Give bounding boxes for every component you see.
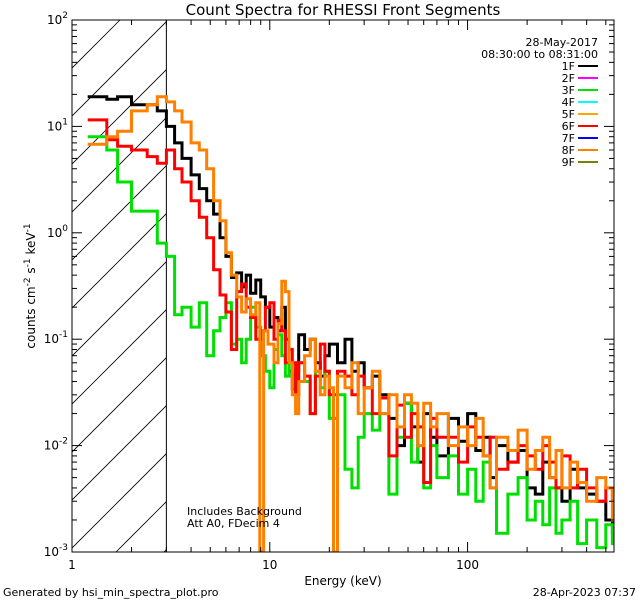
series-8F <box>87 95 614 552</box>
time-range-label: 08:30:00 to 08:31:00 <box>481 48 598 61</box>
hatch-line <box>72 453 167 549</box>
hatch-line <box>72 405 167 501</box>
legend-label-4F: 4F <box>562 96 575 109</box>
legend-label-1F: 1F <box>562 60 575 73</box>
hatch-line <box>72 69 167 165</box>
legend-label-2F: 2F <box>562 72 575 85</box>
x-tick-label: 10 <box>262 558 277 572</box>
hatch-line <box>72 261 167 357</box>
legend-label-8F: 8F <box>562 144 575 157</box>
y-tick-label: 10-3 <box>44 543 68 559</box>
series-3F <box>87 135 614 550</box>
y-tick-label: 10-1 <box>44 330 68 346</box>
y-axis-label-base: counts cm <box>24 286 38 348</box>
hatch-line <box>72 213 167 309</box>
hatch-line <box>72 20 121 69</box>
y-axis-ticks: 10-3 10-2 10-1 100 101 102 <box>44 11 614 559</box>
series-6F <box>87 118 614 503</box>
spectra-series-group <box>87 95 614 552</box>
hatch-line <box>72 20 73 21</box>
y-axis-label-mid: s <box>24 267 38 277</box>
hatch-line <box>72 21 167 117</box>
legend-label-6F: 6F <box>562 120 575 133</box>
annotation-background: Includes Background <box>187 505 302 518</box>
y-tick-label: 102 <box>47 11 68 27</box>
x-axis-ticks: 1 10 100 <box>68 20 607 572</box>
footer-generated-by: Generated by hsi_min_spectra_plot.pro <box>3 586 219 599</box>
legend-label-5F: 5F <box>562 108 575 121</box>
legend-label-3F: 3F <box>562 84 575 97</box>
y-axis-label-exp3: -1 <box>23 223 33 232</box>
y-axis-label-exp1: -2 <box>23 277 33 286</box>
y-tick-label: 100 <box>47 224 68 240</box>
y-axis-label-end: keV <box>24 232 38 259</box>
y-axis-label-exp2: -1 <box>23 258 33 267</box>
excluded-energy-hatch <box>72 20 167 552</box>
date-label: 28-May-2017 <box>526 36 598 49</box>
x-axis-label: Energy (keV) <box>304 574 381 588</box>
annotation-attenuator: Att A0, FDecim 4 <box>187 517 280 530</box>
x-tick-label: 100 <box>456 558 479 572</box>
chart-title: Count Spectra for RHESSI Front Segments <box>186 1 501 19</box>
y-tick-label: 10-2 <box>44 437 68 453</box>
y-tick-label: 101 <box>47 117 68 133</box>
y-axis-label: counts cm-2 s-1 keV-1 <box>23 223 38 348</box>
legend-label-9F: 9F <box>562 156 575 169</box>
footer-timestamp: 28-Apr-2023 07:37 <box>533 586 636 599</box>
legend-label-7F: 7F <box>562 132 575 145</box>
x-tick-label: 1 <box>68 558 76 572</box>
plot-frame <box>71 19 615 553</box>
